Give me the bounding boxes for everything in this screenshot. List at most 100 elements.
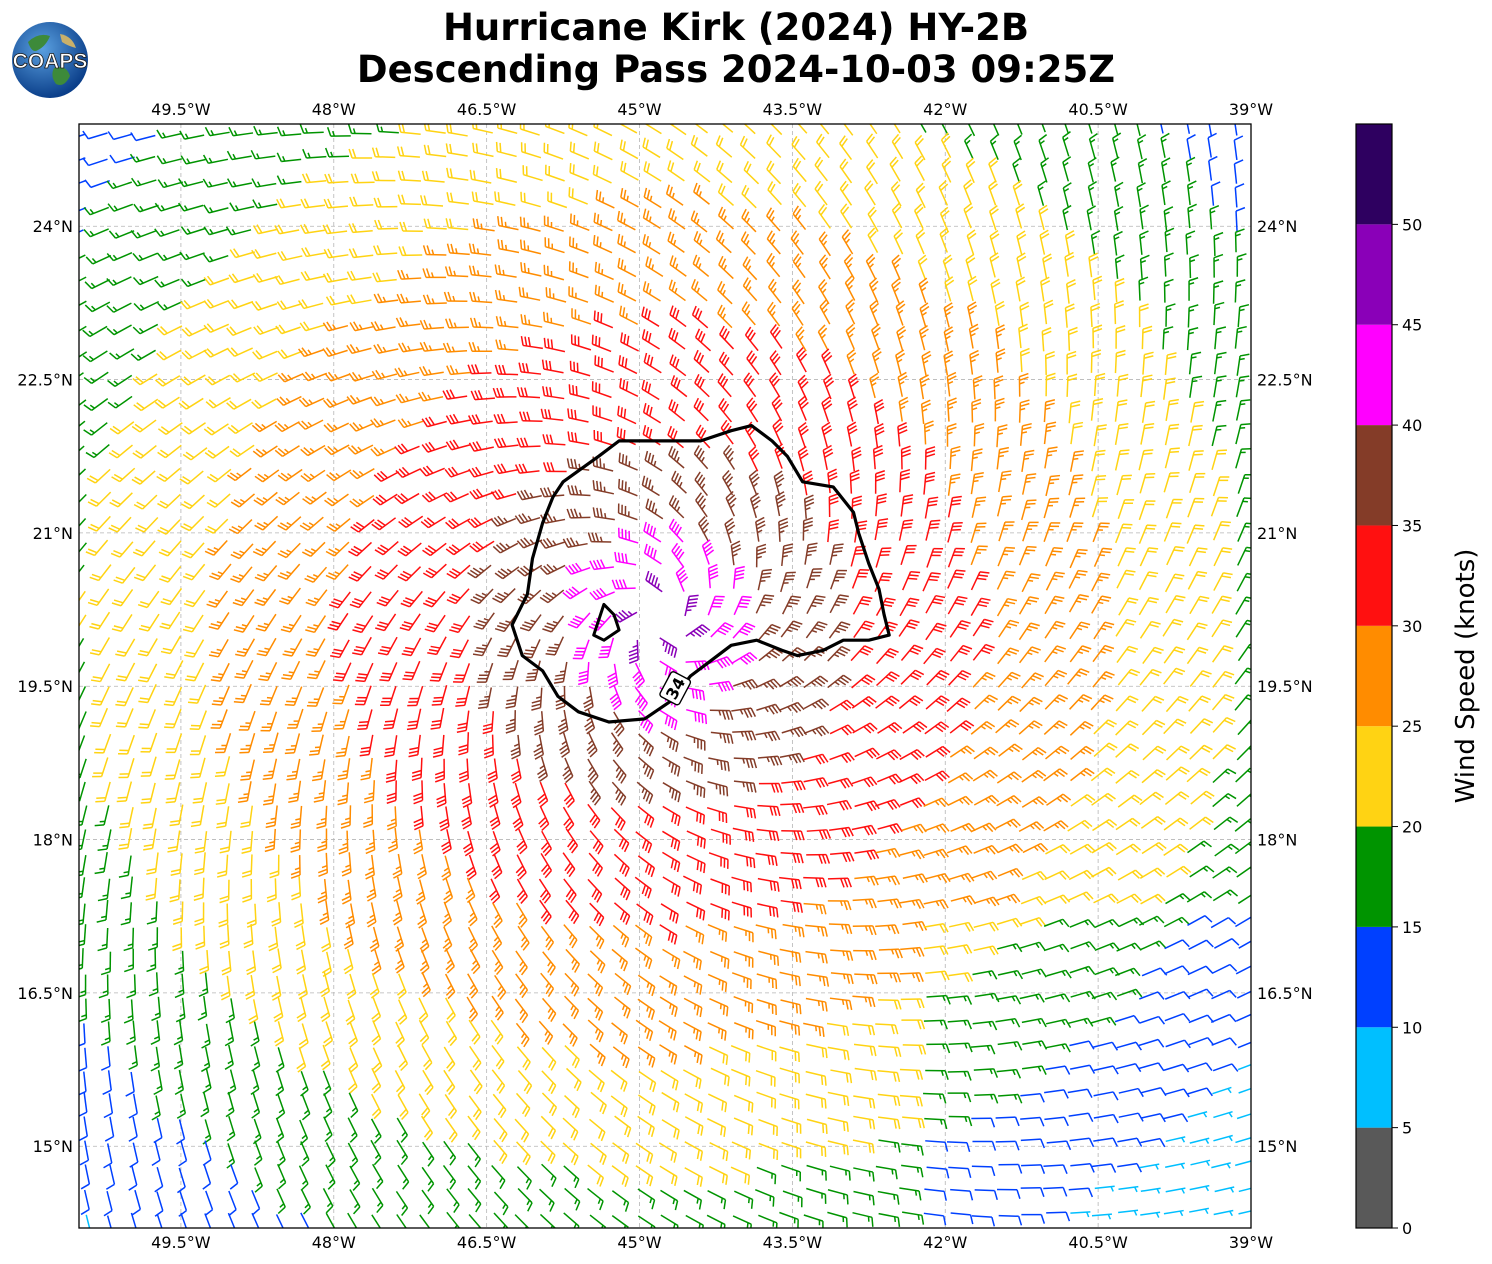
- wind-barb: [1114, 399, 1128, 422]
- wind-barb: [154, 278, 180, 288]
- wind-barb: [771, 395, 783, 422]
- wind-barb: [1015, 203, 1026, 229]
- wind-barb: [1237, 473, 1251, 494]
- wind-barb: [203, 275, 230, 286]
- wind-barb: [1235, 399, 1251, 421]
- wind-barb: [895, 349, 906, 375]
- wind-barb: [82, 350, 108, 363]
- wind-barb: [275, 491, 300, 506]
- wind-barb: [645, 256, 664, 277]
- wind-barb: [1092, 522, 1110, 543]
- wind-barb: [202, 178, 228, 188]
- wind-barb: [1110, 156, 1120, 182]
- wind-barb: [1187, 203, 1197, 229]
- colorbar-label: Wind Speed (knots): [1451, 549, 1481, 804]
- wind-barb: [915, 228, 926, 255]
- wind-barb: [869, 124, 878, 135]
- wind-barb: [110, 541, 134, 558]
- wind-barb: [276, 198, 301, 209]
- wind-barb: [494, 191, 516, 206]
- wind-barb: [373, 343, 399, 354]
- wind-barb: [251, 178, 277, 188]
- wind-barb: [181, 494, 205, 510]
- wind-barb: [251, 420, 278, 433]
- wind-barb: [495, 167, 518, 183]
- wind-barb: [1234, 228, 1245, 253]
- wind-barb: [154, 375, 181, 387]
- wind-barb: [741, 301, 756, 326]
- wind-barb: [227, 347, 253, 357]
- wind-barb: [419, 319, 445, 330]
- wind-barb: [1208, 124, 1213, 137]
- wind-barb: [914, 134, 926, 161]
- wind-barb: [620, 332, 639, 352]
- lon-tick-label-top: 43.5°W: [763, 100, 823, 119]
- wind-barb: [470, 390, 495, 401]
- wind-barb: [851, 446, 862, 472]
- wind-barb: [1066, 373, 1078, 397]
- wind-barb: [1185, 156, 1196, 182]
- wind-barb: [768, 372, 781, 398]
- wind-barb: [106, 252, 133, 262]
- wind-barb: [829, 543, 844, 565]
- wind-barb: [113, 566, 136, 584]
- wind-barb: [1012, 157, 1021, 184]
- wind-barb: [769, 323, 783, 349]
- colorbar-bin-3: [1356, 826, 1392, 927]
- wind-barb: [252, 350, 278, 360]
- wind-barb: [618, 478, 638, 497]
- wind-barb: [180, 374, 206, 386]
- wind-barb: [989, 134, 999, 160]
- wind-barb: [821, 396, 833, 422]
- wind-barb: [398, 515, 424, 528]
- wind-barb: [773, 470, 785, 496]
- wind-barb: [373, 470, 400, 482]
- lon-tick-label-bottom: 46.5°W: [457, 1233, 517, 1252]
- lon-tick-label-top: 48°W: [312, 100, 356, 119]
- wind-barb: [913, 203, 924, 230]
- wind-barb: [562, 537, 588, 548]
- wind-barb: [204, 445, 230, 459]
- wind-barb: [730, 540, 742, 566]
- wind-barb: [670, 375, 688, 398]
- wind-barb: [494, 566, 520, 580]
- wind-barb: [1210, 181, 1221, 206]
- wind-barb: [839, 158, 853, 184]
- wind-barb: [915, 182, 926, 209]
- lon-tick-label-top: 46.5°W: [457, 100, 517, 119]
- wind-barb: [495, 141, 517, 158]
- wind-barb: [1117, 499, 1135, 520]
- wind-barb: [370, 446, 396, 457]
- wind-barb: [694, 374, 710, 398]
- wind-barb: [891, 133, 904, 160]
- colorbar-bin-8: [1356, 324, 1392, 426]
- wind-barb: [944, 276, 955, 302]
- wind-barb: [108, 516, 132, 533]
- wind-barb: [617, 233, 636, 254]
- wind-barb: [468, 265, 492, 278]
- wind-barb: [569, 213, 590, 232]
- wind-barb: [324, 371, 351, 382]
- wind-barb: [1212, 476, 1230, 497]
- wind-barb: [421, 441, 448, 453]
- wind-barb: [722, 469, 734, 496]
- wind-barb: [395, 466, 421, 479]
- wind-barb: [1237, 303, 1250, 328]
- wind-barb: [157, 179, 184, 189]
- wind-barb: [690, 210, 708, 233]
- lon-tick-label-top: 40.5°W: [1068, 100, 1128, 119]
- wind-barb: [394, 443, 420, 455]
- wind-barb: [1093, 424, 1107, 447]
- wind-barb: [1069, 450, 1084, 472]
- wind-barb: [1022, 521, 1039, 542]
- wind-barb: [133, 203, 159, 213]
- wind-barb: [592, 405, 613, 422]
- wind-barb: [131, 177, 157, 187]
- wind-barb: [519, 216, 541, 232]
- lon-tick-label-top: 42°W: [923, 100, 967, 119]
- wind-barb: [419, 465, 445, 477]
- lon-tick-label-bottom: 40.5°W: [1068, 1233, 1128, 1252]
- wind-barb: [923, 471, 936, 495]
- wind-barb: [1186, 524, 1205, 544]
- wind-barb: [469, 540, 495, 553]
